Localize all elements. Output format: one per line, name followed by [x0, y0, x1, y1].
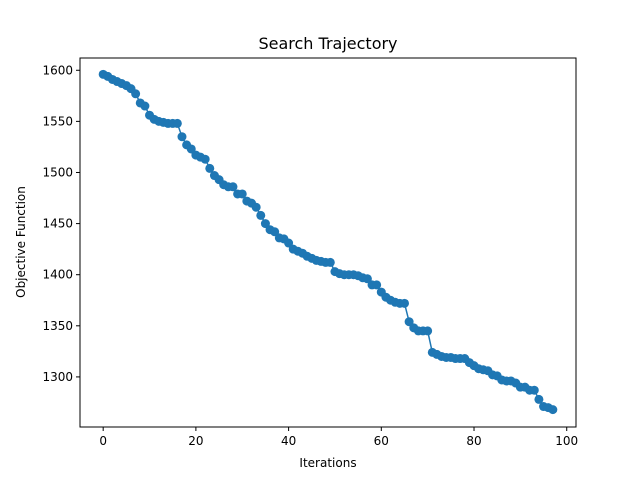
data-point: [186, 144, 196, 154]
data-point: [325, 257, 335, 267]
y-tick-label: 1450: [42, 217, 73, 231]
data-point: [548, 405, 558, 415]
data-point: [200, 154, 210, 164]
data-point: [251, 202, 261, 212]
data-point: [172, 118, 182, 128]
data-point: [372, 280, 382, 290]
data-point: [205, 163, 215, 173]
y-axis-label: Objective Function: [14, 186, 28, 298]
data-point: [140, 101, 150, 111]
plot-area: [98, 69, 558, 415]
x-tick-label: 60: [374, 434, 389, 448]
data-point: [284, 238, 294, 248]
x-tick-label: 100: [555, 434, 578, 448]
data-point: [228, 182, 238, 192]
x-tick-label: 0: [99, 434, 107, 448]
data-point: [131, 89, 141, 99]
x-tick-label: 40: [281, 434, 296, 448]
data-point: [534, 394, 544, 404]
chart-title: Search Trajectory: [258, 34, 397, 53]
plot-frame: [79, 57, 577, 428]
y-tick-label: 1500: [42, 165, 73, 179]
data-point: [260, 219, 270, 229]
data-point: [529, 385, 539, 395]
data-point: [177, 132, 187, 142]
y-tick-label: 1300: [42, 370, 73, 384]
data-point: [399, 298, 409, 308]
data-point: [362, 274, 372, 284]
data-point: [423, 326, 433, 336]
y-tick-label: 1400: [42, 268, 73, 282]
x-tick-label: 80: [466, 434, 481, 448]
data-point: [256, 210, 266, 220]
x-tick-label: 20: [188, 434, 203, 448]
data-point: [237, 189, 247, 199]
y-tick-label: 1350: [42, 319, 73, 333]
data-point: [404, 317, 414, 327]
y-tick-label: 1600: [42, 63, 73, 77]
x-axis-label: Iterations: [299, 456, 356, 470]
x-axis: 0 20 40 60 80 100: [99, 427, 578, 448]
data-point: [270, 227, 280, 237]
y-tick-label: 1550: [42, 114, 73, 128]
y-axis: 1300 1350 1400 1450 1500 1550 1600: [42, 63, 80, 384]
